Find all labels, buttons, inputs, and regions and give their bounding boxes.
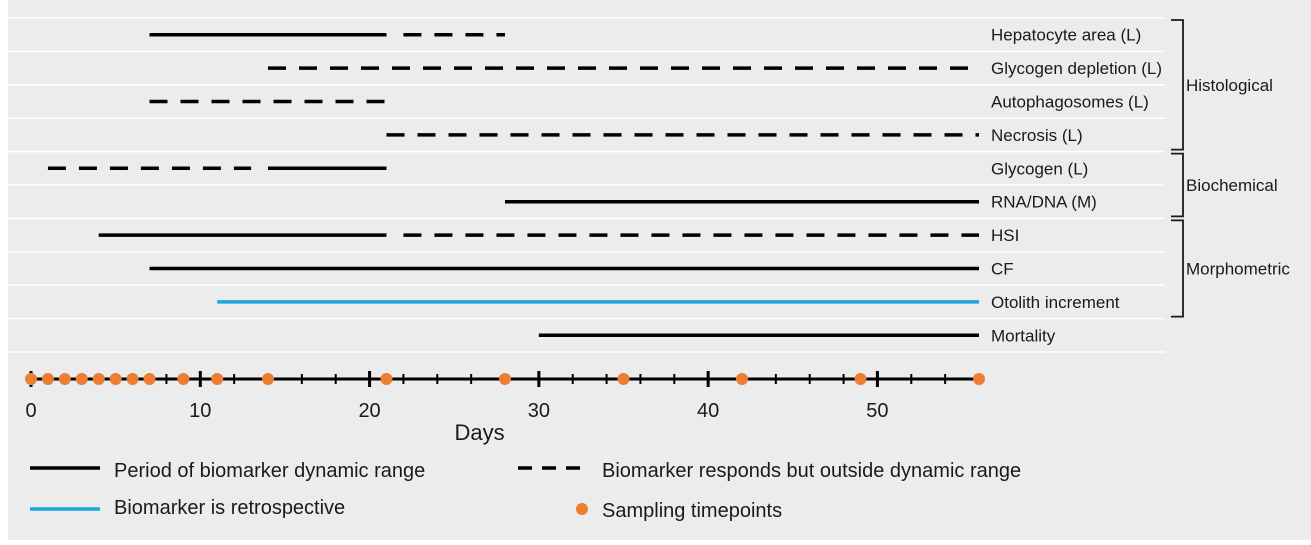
- group-bracket: [1171, 152, 1184, 218]
- x-tick-label: 0: [25, 400, 36, 422]
- x-tick-label: 40: [697, 400, 719, 422]
- sampling-timepoint: [109, 373, 122, 385]
- sampling-timepoint: [973, 373, 985, 385]
- sampling-timepoint: [177, 373, 190, 385]
- row-label: Mortality: [991, 326, 1056, 345]
- sampling-timepoint: [262, 373, 274, 385]
- sampling-timepoint: [736, 373, 748, 385]
- x-axis-title: Days: [455, 420, 505, 445]
- x-tick-label: 50: [866, 400, 888, 422]
- legend-label: Biomarker responds but outside dynamic r…: [602, 460, 1021, 482]
- x-tick-label: 30: [528, 400, 550, 422]
- x-tick-label: 10: [189, 400, 211, 422]
- group-label: Histological: [1186, 76, 1273, 95]
- sampling-timepoint: [126, 373, 139, 385]
- legend-label: Period of biomarker dynamic range: [114, 460, 425, 482]
- sampling-timepoint: [854, 373, 867, 385]
- group-label: Morphometric: [1186, 260, 1290, 279]
- sampling-timepoint: [75, 373, 88, 385]
- row-label: Hepatocyte area (L): [991, 26, 1141, 45]
- row-label: Otolith increment: [991, 293, 1120, 312]
- sampling-timepoint: [617, 373, 630, 385]
- group-label: Biochemical: [1186, 176, 1278, 195]
- row-label: Autophagosomes (L): [991, 93, 1149, 112]
- row-label: Necrosis (L): [991, 126, 1083, 145]
- sampling-timepoint: [211, 373, 224, 385]
- legend-label: Sampling timepoints: [602, 500, 782, 522]
- sampling-timepoint: [58, 373, 71, 385]
- sampling-timepoint: [92, 373, 105, 385]
- sampling-timepoint: [143, 373, 156, 385]
- sampling-timepoint: [499, 373, 511, 385]
- row-label: HSI: [991, 226, 1019, 245]
- sampling-timepoint: [41, 373, 54, 385]
- row-label: Glycogen depletion (L): [991, 59, 1162, 78]
- row-label: CF: [991, 260, 1014, 279]
- group-bracket: [1171, 19, 1184, 151]
- sampling-timepoint: [25, 373, 37, 385]
- legend-marker-swatch: [576, 503, 588, 515]
- legend-label: Biomarker is retrospective: [114, 497, 345, 519]
- sampling-timepoint: [380, 373, 393, 385]
- x-tick-label: 20: [358, 400, 380, 422]
- row-label: Glycogen (L): [991, 159, 1088, 178]
- row-label: RNA/DNA (M): [991, 193, 1097, 212]
- group-bracket: [1171, 219, 1184, 318]
